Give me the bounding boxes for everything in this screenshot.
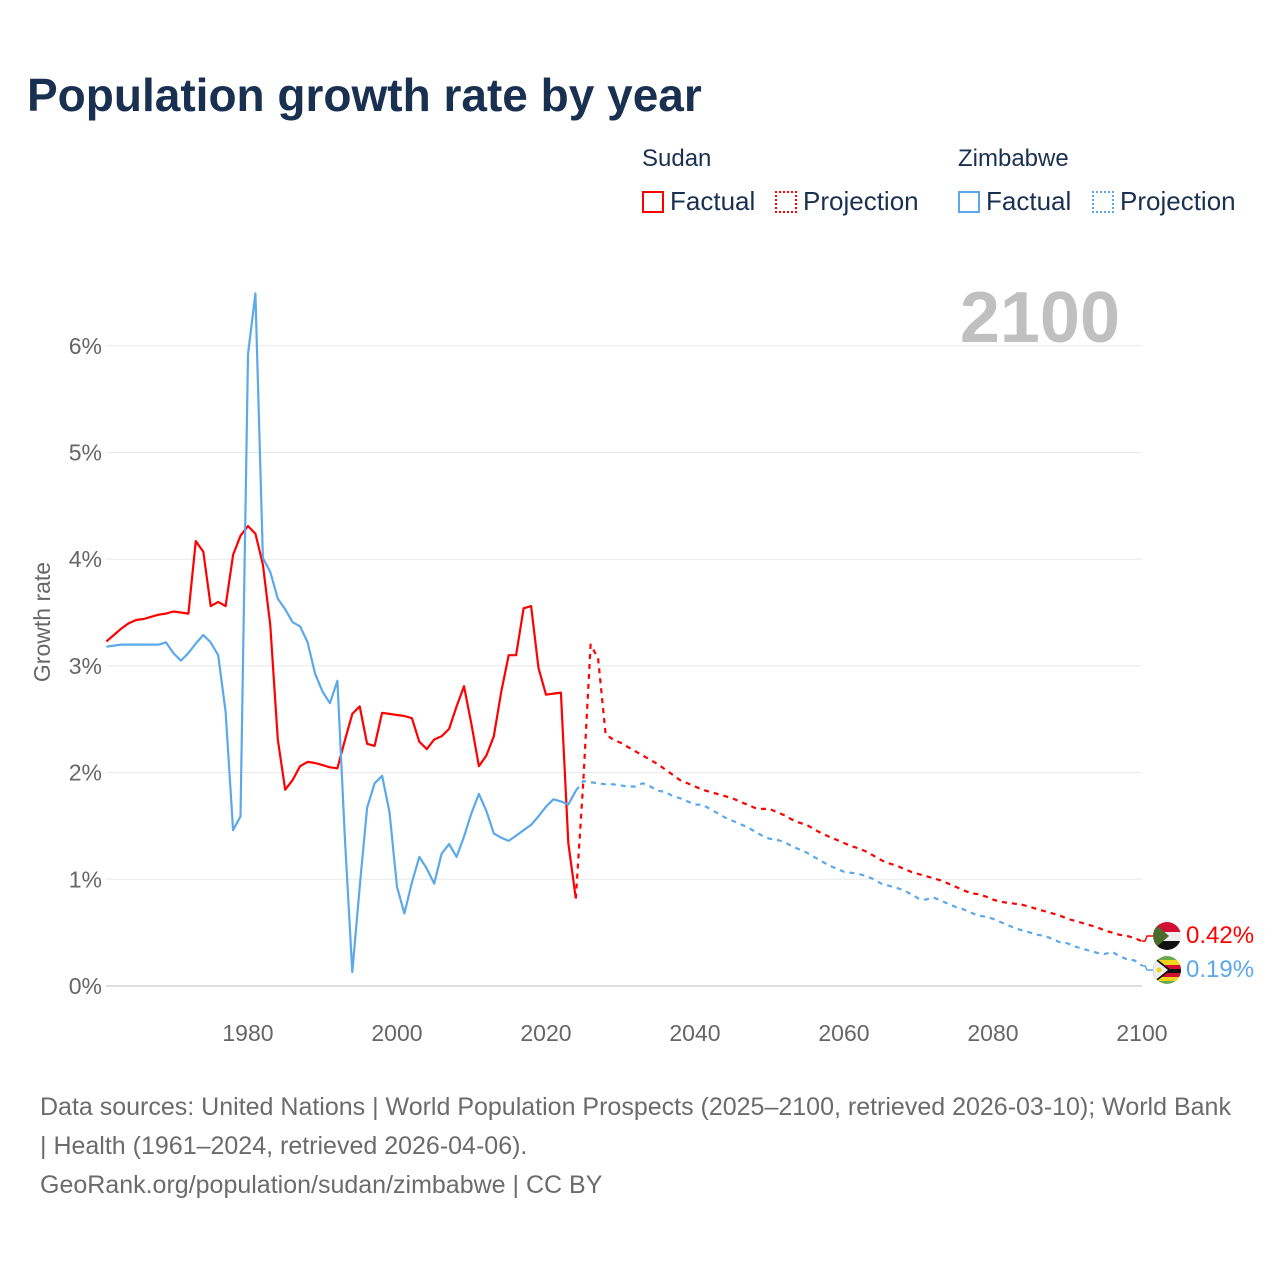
zimbabwe-end-label: 0.19% [1186,956,1254,983]
legend-swatch [775,190,797,213]
legend-zimbabwe-factual[interactable]: Factual [958,186,1071,217]
series-line-sudan-factual [105,525,577,899]
series-line-sudan-projection [574,643,1143,943]
legend-group-sudan: Sudan [642,145,712,172]
y-tick-label: 3% [69,653,102,679]
legend-swatch [1092,190,1114,213]
footer: Data sources: United Nations | World Pop… [40,1088,1240,1205]
legend-swatch [642,190,664,213]
y-axis-label: Growth rate [29,562,55,682]
zimbabwe-flag-icon [1153,956,1181,984]
x-tick-label: 2060 [818,1020,869,1046]
chart-title: Population growth rate by year [27,69,702,121]
zimbabwe-leader-line [1141,964,1153,971]
legend-sudan-factual[interactable]: Factual [642,186,755,217]
series-line-zimbabwe-factual [106,292,577,974]
x-tick-label: 2020 [520,1020,571,1046]
y-tick-label: 2% [69,760,102,786]
legend-swatch [958,190,980,213]
y-tick-label: 1% [69,866,102,892]
x-tick-label: 2080 [967,1020,1018,1046]
y-tick-label: 4% [69,546,102,572]
x-tick-label: 1980 [222,1020,273,1046]
sudan-leader-line [1141,935,1153,942]
sudan-end-label: 0.42% [1186,922,1254,949]
y-tick-label: 5% [69,440,102,466]
legend-sudan-projection[interactable]: Projection [775,186,919,217]
sudan-flag-icon [1153,922,1181,950]
x-tick-label: 2100 [1116,1020,1167,1046]
series-line-zimbabwe-projection [574,780,1143,967]
source-link[interactable]: GeoRank.org/population/sudan/zimbabwe | … [40,1171,603,1199]
y-tick-label: 6% [69,333,102,359]
legend-group-zimbabwe: Zimbabwe [958,145,1069,172]
legend-label: Factual [986,186,1072,216]
x-tick-label: 2040 [669,1020,720,1046]
x-tick-label: 2000 [371,1020,422,1046]
legend-label: Factual [670,186,756,216]
legend-zimbabwe-projection[interactable]: Projection [1092,186,1236,217]
y-tick-label: 0% [69,973,102,999]
data-sources: Data sources: United Nations | World Pop… [40,1093,1231,1160]
legend-label: Projection [1120,186,1236,216]
legend-label: Projection [803,186,919,216]
year-display: 2100 [960,278,1120,358]
